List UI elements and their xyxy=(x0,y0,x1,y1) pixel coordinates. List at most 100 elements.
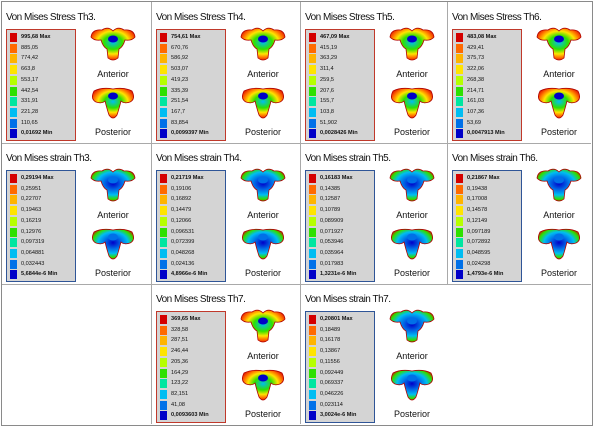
legend-value: 259,5 xyxy=(320,76,334,83)
legend-value: 442,54 xyxy=(21,87,39,94)
legend-swatch xyxy=(456,129,463,139)
legend-swatch xyxy=(10,174,17,183)
color-legend: 995,68 Max 885,05 774,42 663,8 553,17 442,54 3… xyxy=(6,29,76,141)
legend-value: 3,0024e-6 Min xyxy=(320,412,357,419)
legend-swatch xyxy=(309,75,316,85)
color-legend: 0,29194 Max 0,25951 0,22707 0,19463 0,16219 0… xyxy=(6,170,76,282)
color-legend: 754,61 Max 670,76 586,92 503,07 419,23 335,39… xyxy=(156,29,226,141)
legend-value: 483,08 Max xyxy=(467,34,497,40)
result-panel: Von Mises Stress Th5. 467,09 Max 415,19 363… xyxy=(301,3,449,145)
panel-title: Von Mises Stress Th3. xyxy=(6,12,96,23)
posterior-label: Posterior xyxy=(540,268,577,278)
legend-value: 0,12066 xyxy=(171,217,192,224)
legend-swatch xyxy=(160,227,167,237)
legend-swatch xyxy=(160,206,167,216)
anterior-label: Anterior xyxy=(247,210,279,220)
legend-value: 268,38 xyxy=(467,76,485,83)
legend-swatch xyxy=(456,174,463,183)
legend-swatch xyxy=(160,33,167,42)
result-panel: Von Mises Stress Th7. 369,65 Max 328,58 287… xyxy=(152,285,300,427)
legend-value: 419,23 xyxy=(171,76,189,83)
legend-swatch xyxy=(160,368,167,378)
vertebra-posterior-view xyxy=(238,367,288,410)
legend-value: 0,21867 Max xyxy=(467,175,500,181)
legend-value: 670,76 xyxy=(171,44,189,51)
legend-swatch xyxy=(309,216,316,226)
vertebra-anterior-view xyxy=(387,25,437,68)
legend-swatch xyxy=(456,195,463,205)
legend-swatch xyxy=(309,270,316,280)
legend-swatch xyxy=(10,195,17,205)
legend-swatch xyxy=(10,184,17,194)
legend-value: 207,6 xyxy=(320,87,334,94)
legend-value: 205,36 xyxy=(171,358,189,365)
panel-title: Von Mises strain Th4. xyxy=(156,153,242,164)
legend-value: 161,03 xyxy=(467,98,485,105)
legend-swatch xyxy=(160,400,167,410)
legend-swatch xyxy=(456,259,463,269)
legend-value: 0,0093603 Min xyxy=(171,412,209,419)
legend-value: 0,071927 xyxy=(320,228,344,235)
legend-swatch xyxy=(456,206,463,216)
legend-swatch xyxy=(456,227,463,237)
panel-title: Von Mises strain Th5. xyxy=(305,153,391,164)
anterior-label: Anterior xyxy=(543,210,575,220)
legend-swatch xyxy=(10,248,17,258)
panel-title: Von Mises Stress Th5. xyxy=(305,12,395,23)
legend-value: 0,16183 Max xyxy=(320,175,353,181)
legend-swatch xyxy=(456,238,463,248)
legend-value: 0,21719 Max xyxy=(171,175,204,181)
legend-swatch xyxy=(309,174,316,183)
legend-swatch xyxy=(309,389,316,399)
legend-swatch xyxy=(309,411,316,421)
anterior-label: Anterior xyxy=(396,210,428,220)
legend-value: 83,854 xyxy=(171,119,189,126)
legend-value: 53,69 xyxy=(467,119,481,126)
legend-swatch xyxy=(309,206,316,216)
result-panel: Von Mises strain Th6. 0,21867 Max 0,19438 0… xyxy=(448,144,594,286)
vertebra-anterior-view xyxy=(534,166,584,209)
legend-swatch xyxy=(309,379,316,389)
legend-value: 0,11556 xyxy=(320,358,340,365)
anterior-label: Anterior xyxy=(543,69,575,79)
vertebra-anterior-view xyxy=(387,166,437,209)
legend-value: 0,035964 xyxy=(320,249,344,256)
legend-value: 322,06 xyxy=(467,66,485,73)
vertebra-anterior-view xyxy=(238,166,288,209)
legend-swatch xyxy=(160,336,167,346)
legend-value: 214,71 xyxy=(467,87,485,94)
legend-value: 429,41 xyxy=(467,44,485,51)
legend-swatch xyxy=(160,270,167,280)
legend-swatch xyxy=(160,184,167,194)
anterior-label: Anterior xyxy=(97,210,129,220)
legend-value: 369,65 Max xyxy=(171,316,201,322)
legend-value: 774,42 xyxy=(21,55,39,62)
legend-swatch xyxy=(309,248,316,258)
color-legend: 0,20801 Max 0,18489 0,16178 0,13867 0,11556 0… xyxy=(305,311,375,423)
legend-swatch xyxy=(309,43,316,53)
legend-swatch xyxy=(456,54,463,64)
legend-value: 0,0028426 Min xyxy=(320,130,358,137)
anterior-label: Anterior xyxy=(97,69,129,79)
legend-value: 0,25951 xyxy=(21,185,42,192)
legend-value: 331,91 xyxy=(21,98,39,105)
legend-swatch xyxy=(309,195,316,205)
legend-swatch xyxy=(309,107,316,117)
legend-swatch xyxy=(10,107,17,117)
legend-value: 0,29194 Max xyxy=(21,175,54,181)
legend-swatch xyxy=(160,315,167,324)
legend-swatch xyxy=(160,129,167,139)
legend-value: 375,73 xyxy=(467,55,485,62)
legend-swatch xyxy=(160,357,167,367)
anterior-label: Anterior xyxy=(247,69,279,79)
legend-value: 885,05 xyxy=(21,44,39,51)
legend-value: 251,54 xyxy=(171,98,189,105)
legend-swatch xyxy=(10,118,17,128)
legend-swatch xyxy=(456,65,463,75)
legend-value: 663,8 xyxy=(21,66,35,73)
legend-value: 1,4793e-6 Min xyxy=(467,271,504,278)
result-panel: Von Mises Stress Th4. 754,61 Max 670,76 586… xyxy=(152,3,300,145)
color-legend: 0,21719 Max 0,19106 0,16892 0,14479 0,12066 0… xyxy=(156,170,226,282)
legend-value: 167,7 xyxy=(171,108,185,115)
color-legend: 0,21867 Max 0,19438 0,17008 0,14578 0,12149 0… xyxy=(452,170,522,282)
